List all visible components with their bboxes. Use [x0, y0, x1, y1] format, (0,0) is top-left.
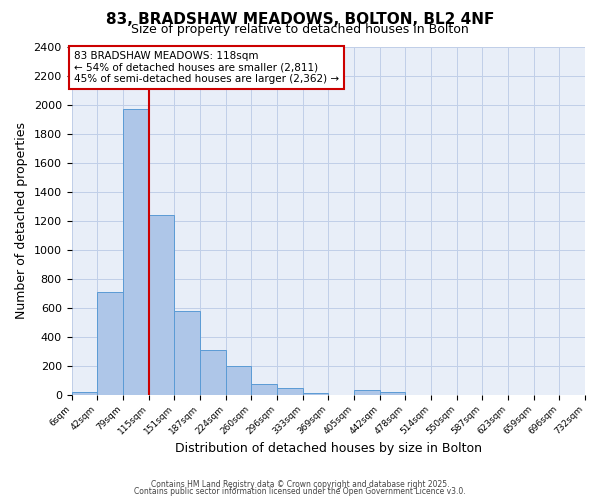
Y-axis label: Number of detached properties: Number of detached properties [15, 122, 28, 319]
Bar [200, 350, 226, 395]
Bar [149, 215, 174, 394]
X-axis label: Distribution of detached houses by size in Bolton: Distribution of detached houses by size … [175, 442, 482, 455]
Bar [302, 393, 328, 394]
Text: 83 BRADSHAW MEADOWS: 118sqm
← 54% of detached houses are smaller (2,811)
45% of : 83 BRADSHAW MEADOWS: 118sqm ← 54% of det… [74, 51, 339, 84]
Bar [71, 392, 97, 394]
Bar [277, 388, 302, 394]
Bar [226, 366, 251, 394]
Text: Size of property relative to detached houses in Bolton: Size of property relative to detached ho… [131, 22, 469, 36]
Text: Contains public sector information licensed under the Open Government Licence v3: Contains public sector information licen… [134, 487, 466, 496]
Bar [380, 392, 405, 394]
Bar [251, 384, 277, 394]
Bar [354, 390, 380, 394]
Bar [174, 311, 200, 394]
Text: 83, BRADSHAW MEADOWS, BOLTON, BL2 4NF: 83, BRADSHAW MEADOWS, BOLTON, BL2 4NF [106, 12, 494, 28]
Bar [123, 109, 149, 395]
Text: Contains HM Land Registry data © Crown copyright and database right 2025.: Contains HM Land Registry data © Crown c… [151, 480, 449, 489]
Bar [97, 292, 123, 395]
